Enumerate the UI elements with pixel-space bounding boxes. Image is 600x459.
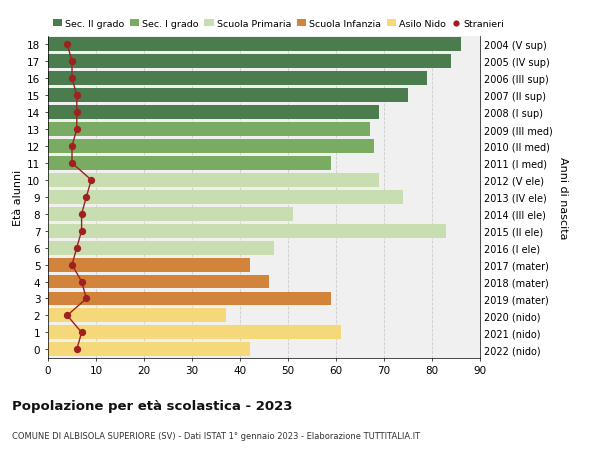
Point xyxy=(86,177,96,184)
Point xyxy=(67,75,77,83)
Bar xyxy=(48,123,370,137)
Bar xyxy=(48,106,379,120)
Bar xyxy=(48,241,274,255)
Point xyxy=(77,228,86,235)
Bar xyxy=(48,275,269,289)
Bar xyxy=(48,174,379,187)
Point xyxy=(67,160,77,167)
Bar xyxy=(48,157,331,170)
Bar xyxy=(48,190,403,204)
Bar xyxy=(48,258,250,272)
Text: COMUNE DI ALBISOLA SUPERIORE (SV) - Dati ISTAT 1° gennaio 2023 - Elaborazione TU: COMUNE DI ALBISOLA SUPERIORE (SV) - Dati… xyxy=(12,431,420,441)
Bar xyxy=(48,72,427,86)
Point xyxy=(82,295,91,302)
Point xyxy=(67,58,77,66)
Point xyxy=(62,41,72,49)
Point xyxy=(67,261,77,269)
Bar xyxy=(48,89,408,103)
Bar xyxy=(48,207,293,221)
Y-axis label: Età alunni: Età alunni xyxy=(13,169,23,225)
Point xyxy=(72,92,82,100)
Bar xyxy=(48,342,250,357)
Point xyxy=(72,109,82,117)
Bar xyxy=(48,326,341,340)
Point xyxy=(77,278,86,285)
Bar xyxy=(48,140,374,154)
Bar xyxy=(48,55,451,69)
Bar xyxy=(48,38,461,52)
Point xyxy=(72,126,82,134)
Point xyxy=(62,312,72,319)
Legend: Sec. II grado, Sec. I grado, Scuola Primaria, Scuola Infanzia, Asilo Nido, Stran: Sec. II grado, Sec. I grado, Scuola Prim… xyxy=(53,20,505,29)
Point xyxy=(72,346,82,353)
Point xyxy=(72,245,82,252)
Point xyxy=(67,143,77,150)
Point xyxy=(77,329,86,336)
Point xyxy=(77,211,86,218)
Bar xyxy=(48,224,446,238)
Bar xyxy=(48,309,226,323)
Bar xyxy=(48,292,331,306)
Y-axis label: Anni di nascita: Anni di nascita xyxy=(559,156,568,239)
Point xyxy=(82,194,91,201)
Text: Popolazione per età scolastica - 2023: Popolazione per età scolastica - 2023 xyxy=(12,399,293,412)
